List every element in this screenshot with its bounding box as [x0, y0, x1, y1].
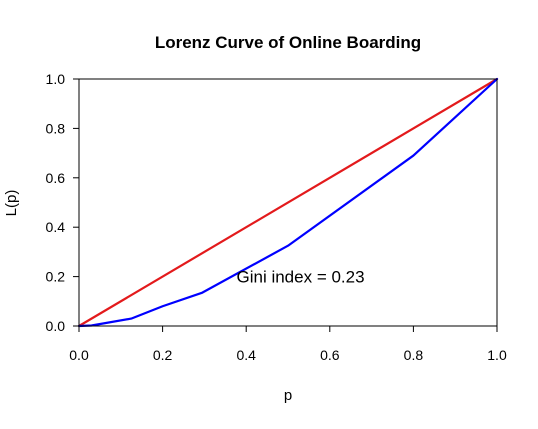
plot-frame: [78, 78, 498, 327]
y-axis: 0.0 0.2 0.4 0.6 0.8 1.0: [46, 71, 79, 334]
gini-annotation: Gini index = 0.23: [237, 268, 365, 287]
x-tick-label: 0.8: [404, 347, 424, 363]
y-tick-label: 0.8: [46, 120, 66, 136]
y-axis-label: L(p): [3, 190, 20, 217]
x-tick-label: 0.6: [320, 347, 340, 363]
x-tick-label: 0.0: [69, 347, 89, 363]
series-line-0: [77, 77, 499, 328]
annotations: Gini index = 0.23: [237, 268, 365, 287]
y-tick-label: 0.4: [46, 219, 66, 235]
x-axis: 0.0 0.2 0.4 0.6 0.8 1.0: [69, 326, 507, 363]
y-tick-label: 0.2: [46, 269, 66, 285]
y-tick-label: 0.0: [46, 318, 66, 334]
series-line-1: [77, 77, 499, 328]
x-tick-label: 0.4: [236, 347, 256, 363]
plot-lines: [77, 77, 499, 328]
x-tick-label: 0.2: [153, 347, 173, 363]
x-tick-label: 1.0: [487, 347, 507, 363]
x-axis-label: p: [284, 387, 292, 404]
y-tick-label: 0.6: [46, 170, 66, 186]
chart-title: Lorenz Curve of Online Boarding: [155, 33, 421, 52]
y-tick-label: 1.0: [46, 71, 66, 87]
